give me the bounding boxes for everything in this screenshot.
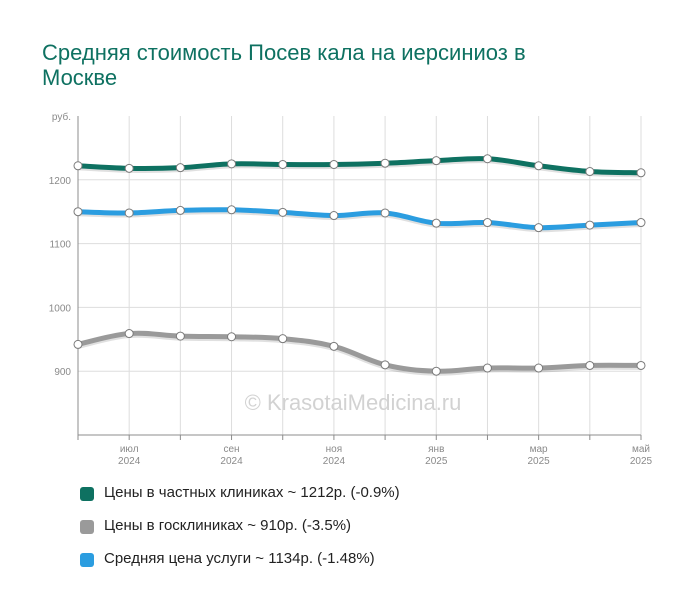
axes: 900100011001200руб.июл2024сен2024ноя2024…: [49, 111, 653, 467]
x-tick-label-month: июл: [120, 444, 139, 455]
data-point-public[interactable]: [73, 339, 83, 349]
data-point-public[interactable]: [534, 363, 544, 373]
data-point-public[interactable]: [380, 360, 390, 370]
data-point-private[interactable]: [227, 159, 237, 169]
data-point-average[interactable]: [73, 207, 83, 217]
data-point-average[interactable]: [482, 218, 492, 228]
data-point-average[interactable]: [431, 218, 441, 228]
data-point-average[interactable]: [329, 211, 339, 221]
watermark: © KrasotaiMedicina.ru: [244, 390, 462, 415]
data-point-average[interactable]: [278, 207, 288, 217]
y-unit-label: руб.: [52, 111, 71, 123]
data-point-average[interactable]: [636, 218, 646, 228]
x-tick-label-year: 2025: [425, 456, 448, 467]
data-point-public[interactable]: [124, 329, 134, 339]
data-point-public[interactable]: [431, 366, 441, 376]
x-tick-label-month: май: [632, 444, 650, 455]
data-points: [73, 154, 646, 376]
x-tick-label-month: сен: [223, 444, 239, 455]
data-point-average[interactable]: [175, 205, 185, 215]
series: [75, 156, 644, 376]
series-line-public: [75, 330, 644, 374]
x-tick-label-year: 2024: [323, 456, 346, 467]
x-tick-label-month: ноя: [326, 444, 343, 455]
data-point-private[interactable]: [380, 158, 390, 168]
data-point-private[interactable]: [636, 168, 646, 178]
x-tick-label-year: 2025: [528, 456, 551, 467]
data-point-private[interactable]: [534, 161, 544, 171]
data-point-public[interactable]: [636, 360, 646, 370]
y-tick-label: 1000: [49, 303, 72, 314]
data-point-private[interactable]: [431, 156, 441, 166]
data-point-average[interactable]: [380, 208, 390, 218]
legend-label-average: Средняя цена услуги ~ 1134р. (-1.48%): [104, 550, 375, 567]
data-point-private[interactable]: [73, 161, 83, 171]
legend-label-private: Цены в частных клиниках ~ 1212р. (-0.9%): [104, 484, 400, 501]
legend-swatch-public: [80, 520, 94, 534]
data-point-private[interactable]: [124, 163, 134, 173]
data-point-public[interactable]: [585, 360, 595, 370]
y-tick-label: 1200: [49, 176, 72, 187]
data-point-private[interactable]: [175, 163, 185, 173]
data-point-public[interactable]: [278, 334, 288, 344]
data-point-private[interactable]: [482, 154, 492, 164]
x-tick-label-month: мар: [530, 444, 548, 455]
data-point-public[interactable]: [482, 363, 492, 373]
data-point-public[interactable]: [329, 341, 339, 351]
y-tick-label: 1100: [49, 240, 71, 251]
data-point-public[interactable]: [175, 331, 185, 341]
x-tick-label-year: 2025: [630, 456, 653, 467]
y-tick-label: 900: [54, 367, 71, 378]
legend-label-public: Цены в госклиниках ~ 910р. (-3.5%): [104, 517, 352, 534]
series-line-private: [75, 156, 644, 176]
data-point-average[interactable]: [227, 205, 237, 215]
x-tick-label-month: янв: [428, 444, 444, 455]
data-point-average[interactable]: [124, 208, 134, 218]
x-tick-label-year: 2024: [118, 456, 141, 467]
data-point-private[interactable]: [329, 159, 339, 169]
data-point-average[interactable]: [534, 223, 544, 233]
series-line-average: [75, 207, 644, 231]
x-tick-label-year: 2024: [220, 456, 243, 467]
chart-title: Средняя стоимость Посев кала на иерсинио…: [42, 40, 526, 90]
data-point-public[interactable]: [227, 332, 237, 342]
data-point-private[interactable]: [278, 159, 288, 169]
legend-swatch-private: [80, 487, 94, 501]
data-point-average[interactable]: [585, 220, 595, 230]
data-point-private[interactable]: [585, 167, 595, 177]
legend-swatch-average: [80, 553, 94, 567]
